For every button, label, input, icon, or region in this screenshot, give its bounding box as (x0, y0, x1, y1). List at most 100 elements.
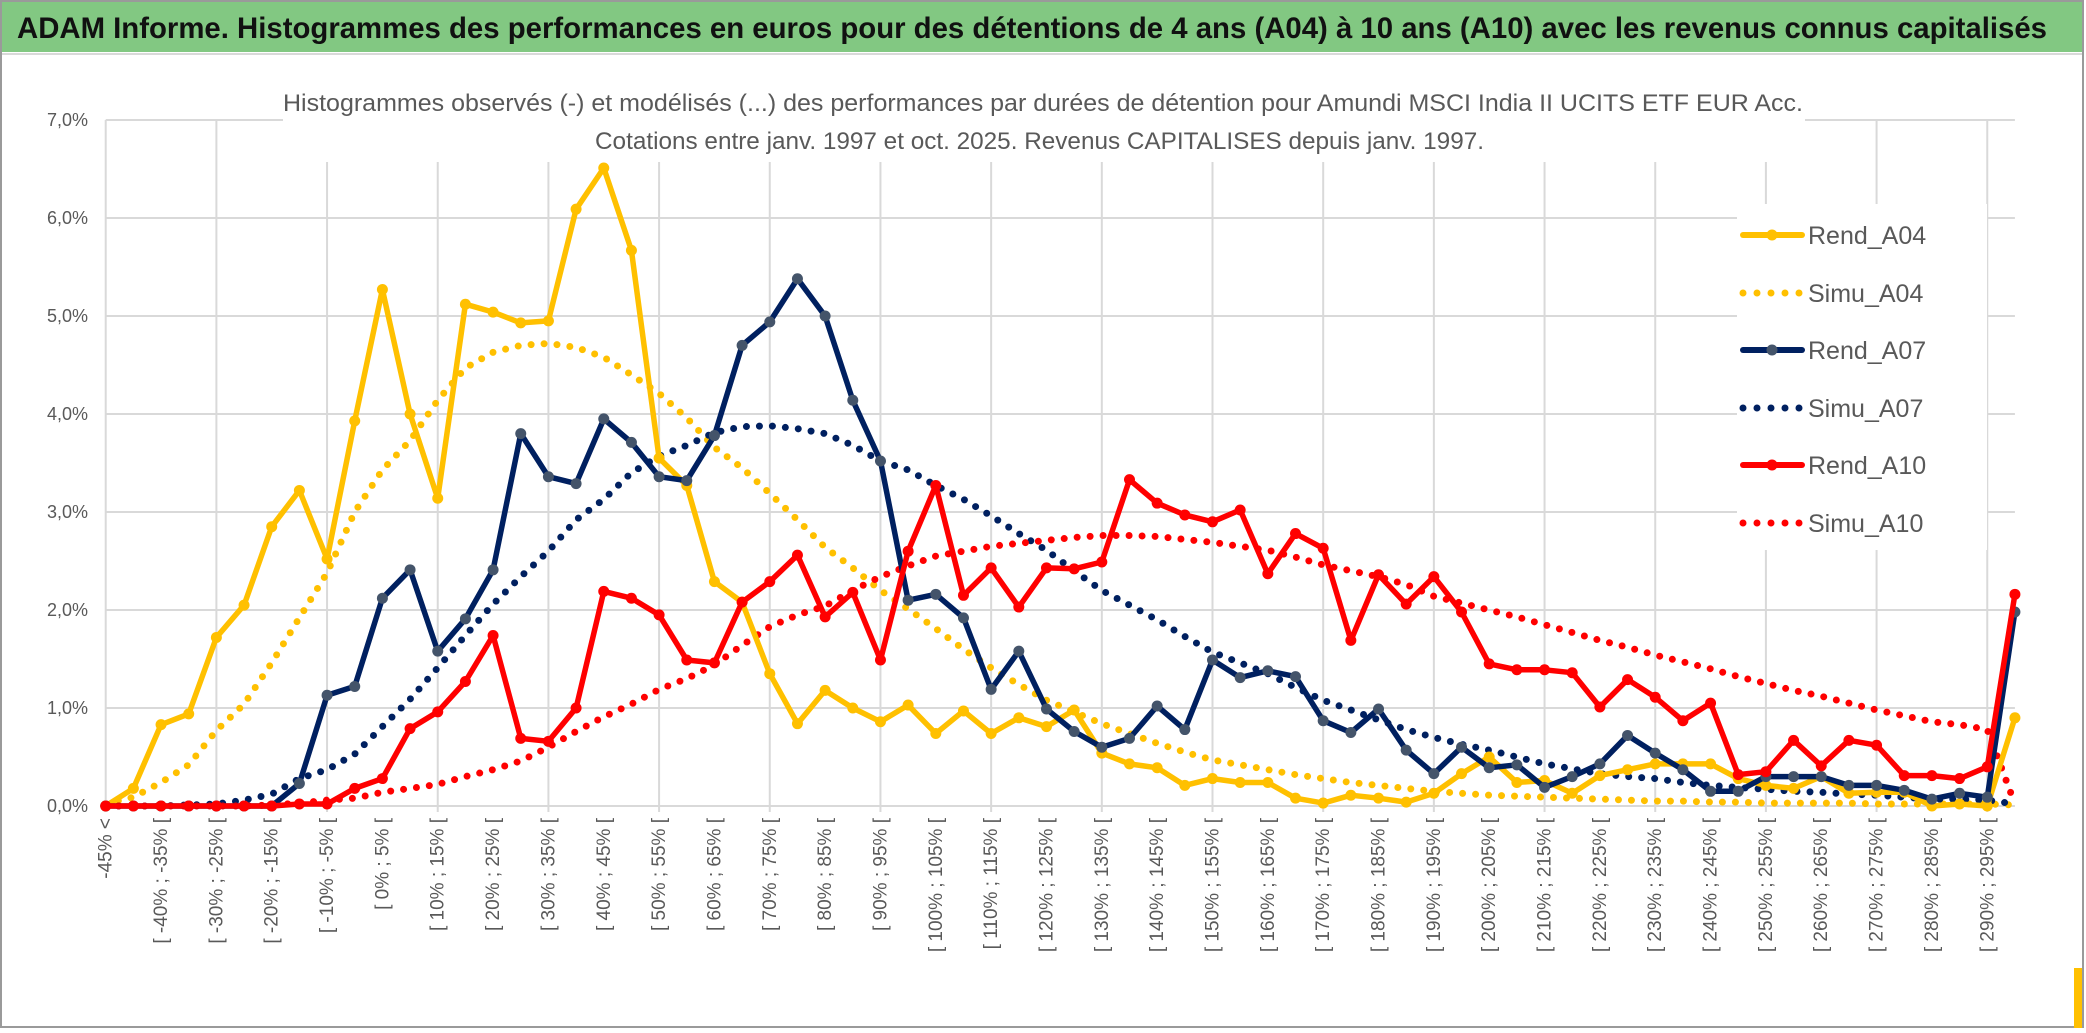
data-point (1262, 776, 1274, 788)
x-tick-label: [ -30% ; -25% [ (206, 817, 227, 943)
legend-item: Simu_A07 (1739, 395, 1923, 423)
data-point (1428, 768, 1440, 780)
data-point (1013, 601, 1025, 613)
data-point (183, 800, 195, 812)
data-point (1815, 760, 1827, 772)
legend-item: Rend_A04 (1740, 222, 1926, 250)
data-point (681, 475, 693, 487)
data-point (1345, 634, 1357, 646)
data-point (1815, 771, 1827, 783)
data-point (1926, 770, 1938, 782)
data-point (1539, 664, 1551, 676)
data-point (432, 706, 444, 718)
x-tick-label: [ 70% ; 75% [ (760, 817, 781, 931)
data-point (1013, 645, 1025, 657)
data-point (1981, 761, 1993, 773)
x-tick-label: [ 20% ; 25% [ (483, 817, 504, 931)
x-tick-label: [ 110% ; 115% [ (981, 817, 1002, 949)
data-point (1234, 504, 1246, 516)
data-point (542, 735, 554, 747)
data-point (681, 654, 693, 666)
data-point (930, 588, 942, 600)
data-point (1317, 715, 1329, 727)
x-tick-label: [ 0% ; 5% [ (372, 817, 393, 910)
data-point (1981, 800, 1993, 812)
data-point (210, 800, 222, 812)
data-point (902, 545, 914, 557)
data-point (1483, 658, 1495, 670)
x-tick-label: [ 220% ; 225% [ (1590, 817, 1611, 952)
data-point (708, 430, 720, 442)
data-point (1207, 773, 1218, 785)
chart-subtitle: Cotations entre janv. 1997 et oct. 2025.… (595, 128, 1484, 155)
data-point (376, 592, 388, 604)
data-point (570, 702, 582, 714)
data-point (321, 689, 333, 701)
x-tick-label: [ 10% ; 15% [ (428, 817, 449, 931)
x-tick-label: [ 100% ; 105% [ (926, 817, 947, 952)
x-tick-label: [ 80% ; 85% [ (815, 817, 836, 931)
data-point (1511, 776, 1523, 788)
data-point (100, 800, 112, 812)
data-point (625, 436, 637, 448)
data-point (487, 629, 499, 641)
data-point (902, 594, 914, 606)
data-point (764, 668, 776, 680)
data-point (1068, 704, 1080, 716)
data-point (349, 782, 361, 794)
data-point (930, 727, 942, 739)
legend-label: Rend_A04 (1808, 222, 1926, 250)
y-tick-label: 1,0% (47, 698, 88, 718)
data-point (1290, 671, 1302, 683)
data-point (1207, 516, 1218, 528)
data-point (1705, 758, 1717, 770)
data-point (293, 798, 305, 810)
data-point (376, 284, 388, 296)
x-tick-label: [ 200% ; 205% [ (1479, 817, 1500, 952)
data-point (1179, 724, 1191, 736)
data-point (1400, 598, 1412, 610)
report-title: ADAM Informe. Histogrammes des performan… (17, 12, 2047, 45)
chart-title: Histogrammes observés (-) et modélisés (… (283, 90, 1803, 117)
data-point (1234, 776, 1246, 788)
data-point (1594, 758, 1606, 770)
data-point (1483, 762, 1495, 774)
data-point (1290, 792, 1302, 804)
data-point (1705, 697, 1717, 709)
data-point (487, 306, 499, 318)
data-point (266, 521, 278, 533)
data-point (1068, 563, 1080, 575)
data-point (1649, 747, 1661, 759)
data-point (1926, 793, 1938, 805)
y-tick-label: 3,0% (47, 502, 88, 522)
data-point (349, 680, 361, 692)
data-point (487, 564, 499, 576)
data-point (1732, 785, 1744, 797)
data-point (902, 699, 914, 711)
data-point (1732, 769, 1744, 781)
data-point (1456, 768, 1468, 780)
data-point (542, 315, 554, 327)
title-bar (2, 2, 2082, 52)
legend-label: Simu_A10 (1808, 510, 1923, 538)
data-point (1456, 606, 1468, 618)
x-tick-label: [ 240% ; 245% [ (1701, 817, 1722, 952)
x-axis-tick-labels: -45% < [ -40% ; -35% [[ -30% ; -25% [[ -2… (96, 817, 1999, 952)
frame-corner-accent (2074, 968, 2082, 1028)
x-tick-label: [ 230% ; 235% [ (1645, 817, 1666, 952)
data-point (210, 631, 222, 643)
data-point (1954, 798, 1966, 810)
gridlines (104, 119, 2015, 812)
data-point (930, 480, 942, 492)
data-point (1373, 569, 1385, 581)
data-point (1594, 701, 1606, 713)
data-point (625, 592, 637, 604)
x-tick-label: [ -40% ; -35% [ (151, 817, 172, 943)
y-tick-label: 2,0% (47, 600, 88, 620)
legend-item: Rend_A07 (1740, 337, 1926, 365)
data-point (515, 732, 527, 744)
data-point (1843, 779, 1855, 791)
data-point (1483, 751, 1495, 763)
data-point (1898, 770, 1910, 782)
